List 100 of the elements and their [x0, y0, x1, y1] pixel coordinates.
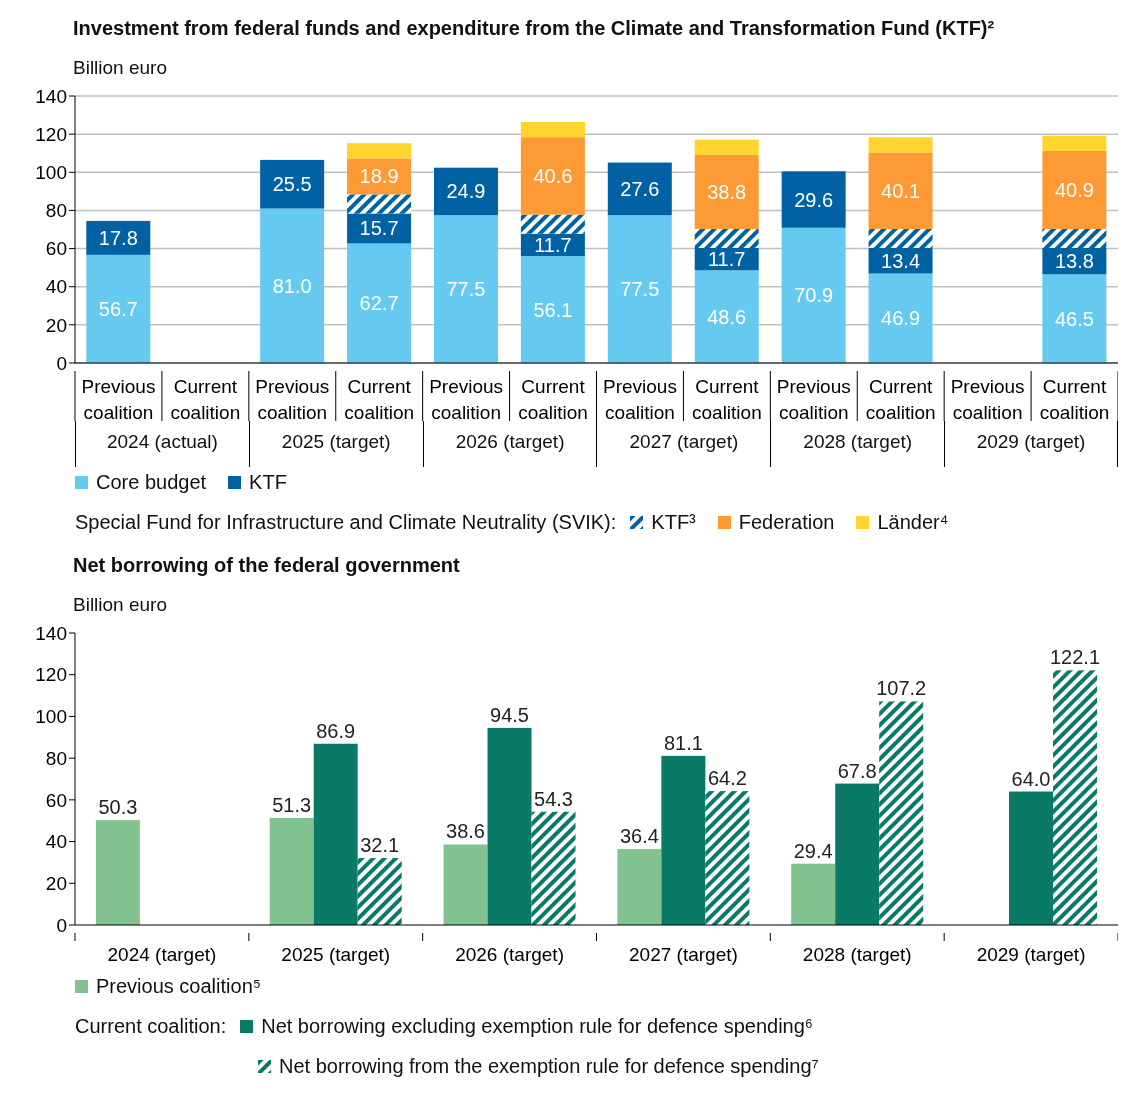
- text: 2028 (target): [803, 431, 913, 452]
- bar: [520, 137, 585, 215]
- bar: [868, 152, 933, 229]
- bar: [520, 214, 585, 234]
- x-tick-label: Current coalition: [518, 376, 588, 423]
- data-label: 107.2: [876, 677, 927, 700]
- y-tick-label: 100: [35, 162, 67, 184]
- data-label: 40.1: [881, 179, 921, 202]
- y-tick-label: 120: [35, 123, 67, 145]
- data-label: 36.4: [619, 825, 659, 848]
- bar: [1042, 228, 1107, 248]
- bar: [260, 159, 325, 209]
- y-tick-label: 120: [35, 664, 67, 686]
- data-label: 46.5: [1054, 307, 1094, 330]
- data-label: 77.5: [620, 278, 660, 301]
- data-label: 81.0: [272, 274, 312, 297]
- data-label: 62.7: [359, 292, 399, 315]
- bar: [1009, 791, 1054, 925]
- bar: [347, 143, 412, 159]
- x-tick-label: 2024 (target): [107, 944, 217, 965]
- x-tick-label: Current coalition: [865, 376, 936, 423]
- y-tick-label: 60: [45, 238, 67, 260]
- y-tick-label: 80: [45, 200, 67, 222]
- data-label: 86.9: [316, 719, 356, 742]
- legend-title: Special Fund for Infrastructure and Climate Neutrality (SVIK):: [75, 510, 617, 534]
- data-label: 122.1: [1050, 646, 1101, 669]
- bar: [520, 121, 585, 138]
- data-label: 56.7: [98, 297, 138, 320]
- bar: [694, 154, 759, 229]
- x-tick-label: Previous coalition: [950, 376, 1025, 423]
- legend-label: Net borrowing from the exemption rule for defence spending⁷: [279, 1054, 819, 1078]
- bar: [86, 220, 151, 255]
- data-label: 50.3: [98, 796, 138, 819]
- bar: [86, 254, 151, 363]
- data-label: 56.1: [533, 298, 573, 321]
- legend-title: Current coalition:: [75, 1014, 227, 1038]
- x-tick-label: Current coalition: [692, 376, 762, 423]
- legend-label: KTF³: [651, 510, 696, 534]
- x-tick-label: 2027 (target): [629, 944, 738, 965]
- bar: [433, 167, 498, 216]
- y-tick-label: 0: [56, 352, 67, 374]
- y-tick-label: 100: [35, 706, 67, 728]
- data-label: 40.9: [1054, 178, 1094, 201]
- bar: [879, 701, 924, 925]
- bar: [694, 139, 759, 155]
- data-label: 94.5: [490, 703, 529, 726]
- y-tick-label: 80: [45, 747, 67, 769]
- y-tick-label: 140: [35, 622, 67, 644]
- bar: [260, 208, 325, 363]
- legend-label: Federation: [738, 510, 835, 534]
- y-tick-label: 0: [56, 914, 67, 936]
- data-label: 51.3: [272, 794, 312, 816]
- data-label: 46.9: [881, 307, 921, 330]
- text: 2024 (actual): [106, 431, 218, 452]
- x-tick-label: 2029 (target): [976, 944, 1086, 965]
- text: 2027 (target): [629, 431, 739, 452]
- x-tick-label: 2028 (target): [802, 944, 912, 965]
- data-label: 64.0: [1011, 767, 1051, 790]
- data-label: 77.5: [446, 278, 486, 301]
- data-label: 29.4: [793, 839, 833, 862]
- bar: [269, 818, 314, 925]
- legend-label: KTF: [249, 470, 287, 494]
- bar: [661, 755, 706, 925]
- bar: [433, 215, 498, 363]
- y-tick-label: 20: [45, 314, 67, 336]
- y-tick-label: 40: [45, 831, 67, 853]
- data-label: 13.4: [881, 249, 921, 272]
- data-label: 48.6: [707, 305, 747, 328]
- bar: [835, 783, 880, 925]
- bar: [617, 849, 662, 925]
- data-label: 40.6: [533, 164, 573, 187]
- bar: [868, 228, 933, 248]
- x-tick-label: Previous coalition: [255, 376, 330, 423]
- x-tick-label: Previous coalition: [776, 376, 851, 423]
- bar: [443, 844, 488, 925]
- data-label: 18.9: [359, 165, 399, 188]
- bar: [1042, 135, 1107, 151]
- data-label: 15.7: [359, 217, 399, 240]
- y-tick-label: 140: [35, 85, 67, 107]
- x-tick-label: Previous coalition: [603, 376, 677, 423]
- x-tick-label: Current coalition: [1039, 376, 1110, 423]
- x-tick-label: 2026 (target): [455, 944, 564, 965]
- legend-label: Core budget: [96, 470, 207, 494]
- data-label: 38.6: [446, 820, 485, 843]
- data-label: 38.8: [707, 180, 747, 203]
- bar: [487, 727, 532, 925]
- bar: [531, 811, 576, 925]
- bar: [694, 228, 759, 248]
- text: 2026 (target): [455, 431, 565, 452]
- y-tick-label: 20: [45, 873, 67, 895]
- bar: [1042, 150, 1107, 229]
- bar: [347, 194, 412, 214]
- x-tick-label: Current coalition: [344, 376, 415, 423]
- data-label: 32.1: [360, 834, 400, 857]
- bar: [868, 137, 933, 153]
- data-label: 27.6: [620, 177, 660, 200]
- chart-title: Investment from federal funds and expenditure from the Climate and Transformation Fund (KTF)²: [72, 16, 996, 41]
- bar: [791, 863, 836, 925]
- bar: [868, 273, 933, 363]
- x-tick-label: Previous coalition: [81, 376, 156, 423]
